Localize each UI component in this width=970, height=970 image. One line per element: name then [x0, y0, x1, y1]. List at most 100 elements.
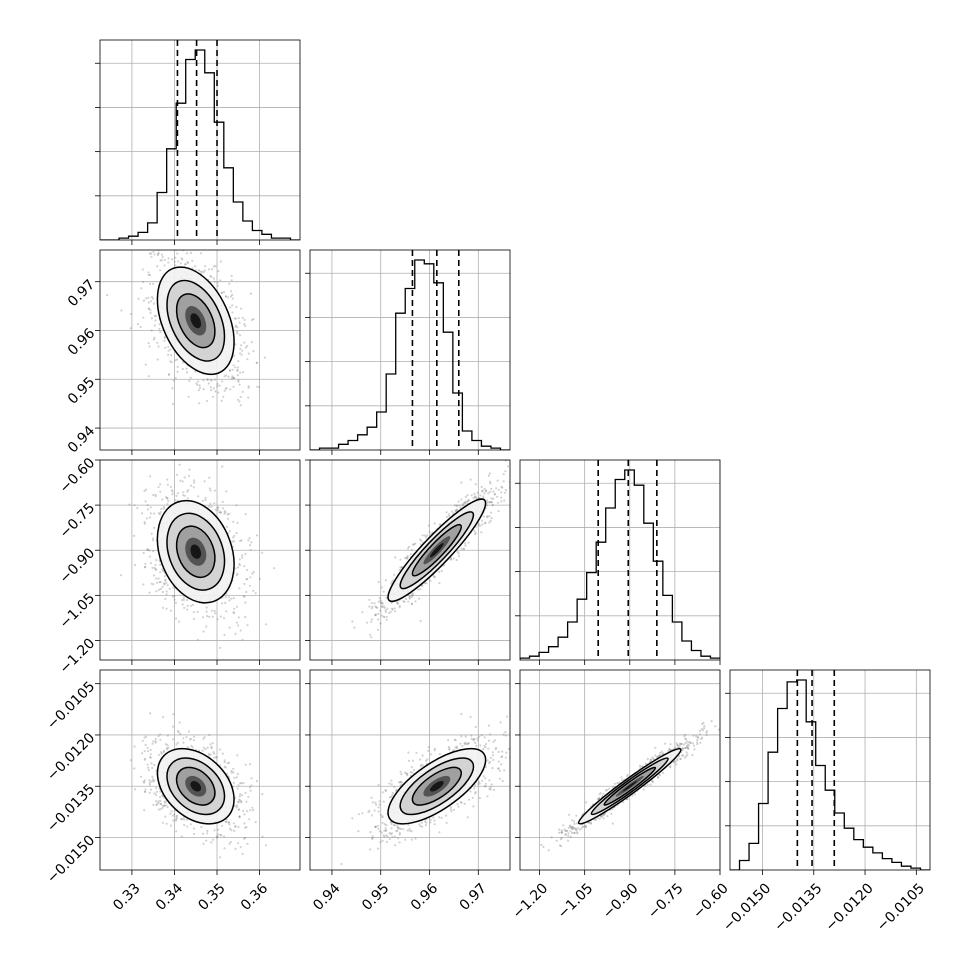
sample-point [669, 743, 672, 746]
sample-point [484, 742, 488, 746]
sample-point [219, 646, 222, 649]
sample-point [456, 803, 459, 806]
sample-point [455, 504, 458, 507]
sample-point [252, 317, 255, 321]
sample-point [175, 818, 178, 821]
sample-point [173, 598, 176, 601]
sample-point [177, 620, 181, 623]
sample-point [227, 821, 230, 824]
sample-point [448, 747, 451, 750]
sample-point [454, 509, 457, 512]
sample-point [383, 606, 386, 609]
sample-point [237, 379, 240, 382]
sample-point [222, 835, 226, 838]
sample-point [467, 742, 470, 745]
sample-point [248, 537, 251, 540]
sample-point [235, 305, 238, 309]
sample-point [426, 758, 429, 761]
sample-point [377, 618, 380, 621]
sample-point [148, 555, 151, 558]
sample-point [382, 590, 385, 593]
sample-point [241, 554, 244, 557]
sample-point [170, 489, 173, 492]
sample-point [246, 345, 249, 348]
sample-point [198, 384, 201, 387]
sample-point [146, 504, 149, 507]
pair-panel-2-3 [515, 669, 723, 875]
sample-point [176, 729, 179, 733]
sample-point [585, 801, 588, 804]
sample-point [249, 809, 252, 812]
x-tick-label: 0.96 [408, 880, 441, 913]
sample-point [227, 596, 230, 599]
x-tick-label: 0.34 [153, 880, 186, 913]
sample-point [143, 736, 146, 739]
sample-point [657, 754, 660, 758]
sample-point [481, 779, 484, 782]
sample-point [684, 746, 687, 750]
sample-point [432, 816, 435, 819]
sample-point [463, 501, 466, 504]
sample-point [231, 376, 234, 379]
sample-point [668, 749, 671, 752]
sample-point [488, 480, 492, 483]
sample-point [678, 744, 681, 747]
sample-point [234, 343, 237, 346]
sample-point [676, 759, 679, 762]
sample-point [452, 512, 455, 515]
sample-point [245, 590, 248, 594]
sample-point [672, 761, 675, 764]
sample-point [180, 257, 183, 260]
sample-point [560, 831, 563, 834]
sample-point [232, 597, 235, 600]
sample-point [172, 725, 175, 728]
sample-point [241, 852, 244, 856]
sample-point [244, 763, 247, 766]
sample-point [466, 743, 469, 746]
sample-point [223, 765, 226, 768]
sample-point [236, 605, 239, 608]
sample-point [158, 581, 161, 584]
sample-point [240, 800, 243, 803]
sample-point [249, 576, 252, 579]
sample-point [202, 388, 205, 391]
sample-point [368, 598, 371, 601]
sample-point [385, 834, 388, 837]
sample-point [575, 822, 579, 825]
sample-point [455, 508, 458, 511]
sample-point [699, 741, 702, 744]
sample-point [175, 830, 178, 833]
sample-point [467, 742, 470, 745]
sample-point [167, 349, 170, 352]
sample-point [710, 720, 713, 723]
sample-point [218, 748, 221, 751]
sample-point [218, 384, 221, 387]
sample-point [421, 534, 424, 537]
sample-point [241, 371, 245, 374]
sample-point [567, 813, 571, 816]
sample-point [152, 539, 155, 542]
sample-point [721, 719, 723, 721]
sample-point [512, 756, 514, 758]
sample-point [462, 548, 465, 551]
sample-point [404, 597, 408, 601]
sample-point [248, 584, 251, 587]
sample-point [239, 371, 242, 374]
sample-point [380, 600, 383, 603]
pair-panel-1-3 [305, 669, 527, 875]
sample-point [240, 801, 243, 804]
sample-point [487, 747, 490, 750]
sample-point [421, 764, 424, 767]
sample-point [219, 260, 222, 263]
sample-point [157, 252, 160, 256]
sample-point [202, 630, 205, 633]
sample-point [148, 755, 152, 759]
sample-point [482, 495, 485, 498]
sample-point [133, 534, 136, 538]
sample-point [149, 756, 152, 759]
sample-point [376, 606, 379, 609]
sample-point [179, 732, 182, 736]
sample-point [525, 764, 527, 766]
sample-point [224, 596, 227, 599]
sample-point [186, 825, 189, 828]
